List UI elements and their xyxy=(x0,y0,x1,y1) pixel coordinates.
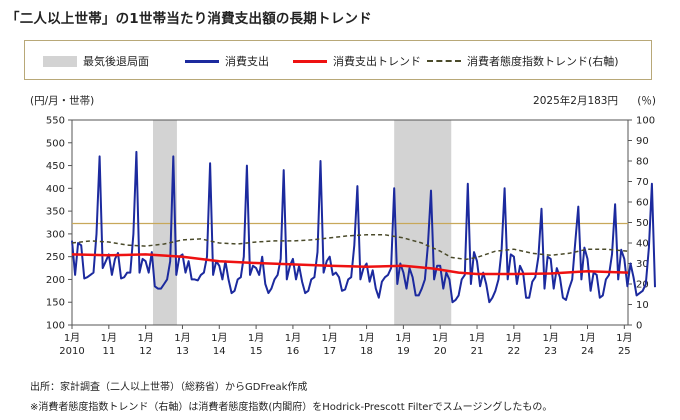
legend-swatch-trend xyxy=(293,59,327,63)
series-spending-line xyxy=(71,150,656,304)
y-right-tick-label: 20 xyxy=(636,280,649,291)
x-tick-label-month: 1月 xyxy=(358,332,374,344)
legend-swatch-spending xyxy=(185,59,219,63)
y-axis-left-unit: (円/月・世帯) xyxy=(30,95,95,107)
x-tick-label-month: 1月 xyxy=(137,332,153,344)
source-note: 出所：家計調査（二人以上世帯）（総務省）からGDFreak作成 xyxy=(30,382,308,393)
x-tick-label-month: 1月 xyxy=(542,332,558,344)
x-tick-label-year: 18 xyxy=(360,346,373,357)
footnote: ※消費者態度指数トレンド（右軸）は消費者態度指数(内閣府）をHodrick-Pr… xyxy=(30,402,553,413)
legend-item-trend: 消費支出トレンド xyxy=(293,53,421,69)
x-tick-label-month: 1月 xyxy=(616,332,632,344)
x-tick-label-month: 1月 xyxy=(101,332,117,344)
y-left-tick-label: 300 xyxy=(46,229,65,240)
x-tick-label-year: 17 xyxy=(323,346,336,357)
y-right-tick-label: 70 xyxy=(636,177,649,188)
y-right-tick-label: 60 xyxy=(636,198,649,209)
x-tick-label-year: 20 xyxy=(434,346,447,357)
x-tick-label-year: 23 xyxy=(544,346,557,357)
y-right-tick-label: 100 xyxy=(636,116,655,127)
y-right-tick-label: 90 xyxy=(636,136,649,147)
legend-label-spending: 消費支出 xyxy=(225,55,269,68)
x-tick-label-year: 19 xyxy=(397,346,410,357)
x-tick-label-month: 1月 xyxy=(322,332,338,344)
y-left-tick-label: 350 xyxy=(46,207,65,218)
x-tick-label-month: 1月 xyxy=(174,332,190,344)
y-right-tick-label: 0 xyxy=(636,321,642,332)
x-tick-label-month: 1月 xyxy=(506,332,522,344)
x-tick-label-month: 1月 xyxy=(579,332,595,344)
y-left-tick-label: 200 xyxy=(46,275,65,286)
x-tick-label-month: 1月 xyxy=(211,332,227,344)
recession-band xyxy=(153,120,177,325)
series-trend-line xyxy=(71,253,629,276)
y-right-tick-label: 40 xyxy=(636,239,649,250)
legend-swatch-confidence xyxy=(427,60,461,62)
y-left-tick-label: 150 xyxy=(46,298,65,309)
legend-item-recession: 最気後退局面 xyxy=(43,53,149,69)
x-tick-label-year: 25 xyxy=(618,346,631,357)
legend-label-recession: 最気後退局面 xyxy=(83,55,149,68)
y-right-tick-label: 10 xyxy=(636,300,649,311)
x-tick-label-year: 2010 xyxy=(59,346,84,357)
x-tick-label-year: 15 xyxy=(250,346,263,357)
x-tick-label-year: 24 xyxy=(581,346,594,357)
x-tick-label-year: 22 xyxy=(507,346,520,357)
legend-item-spending: 消費支出 xyxy=(185,53,269,69)
x-tick-label-year: 21 xyxy=(471,346,484,357)
x-tick-label-year: 12 xyxy=(139,346,152,357)
line-chart: 100 150 200 250 300 350 400 450 500 550 0 10 20 30 40 5… xyxy=(46,116,656,357)
y-left-tick-label: 250 xyxy=(46,252,65,263)
x-tick-label-month: 1月 xyxy=(285,332,301,344)
legend-label-confidence: 消費者態度指数トレンド(右軸) xyxy=(467,55,619,68)
x-tick-label-month: 1月 xyxy=(64,332,80,344)
y-left-tick-label: 550 xyxy=(46,116,65,127)
series-confidence-line xyxy=(71,234,629,261)
x-tick-label-year: 13 xyxy=(176,346,189,357)
chart-legend: 最気後退局面 消費支出 消費支出トレンド 消費者態度指数トレンド(右軸) xyxy=(24,40,652,80)
x-tick-label-year: 11 xyxy=(102,346,115,357)
y-right-tick-label: 80 xyxy=(636,157,649,168)
x-tick-label-year: 14 xyxy=(213,346,226,357)
y-right-tick-label: 50 xyxy=(636,218,649,229)
y-right-tick-label: 30 xyxy=(636,259,649,270)
x-tick-label-month: 1月 xyxy=(248,332,264,344)
x-tick-label-year: 16 xyxy=(287,346,300,357)
x-tick-label-month: 1月 xyxy=(432,332,448,344)
legend-item-confidence: 消費者態度指数トレンド(右軸) xyxy=(427,53,619,69)
legend-swatch-recession xyxy=(43,55,77,67)
latest-value-note: 2025年2月183円 xyxy=(533,95,618,107)
x-tick-label-month: 1月 xyxy=(469,332,485,344)
recession-band xyxy=(394,120,452,325)
chart-title: 「二人以上世帯」の1世帯当たり消費支出額の長期トレンド xyxy=(6,11,372,27)
x-tick-label-month: 1月 xyxy=(395,332,411,344)
y-left-tick-label: 400 xyxy=(46,184,65,195)
legend-label-trend: 消費支出トレンド xyxy=(333,55,421,68)
y-axis-right-unit: (％) xyxy=(637,95,656,107)
y-left-tick-label: 450 xyxy=(46,161,65,172)
y-left-tick-label: 500 xyxy=(46,138,65,149)
y-left-tick-label: 100 xyxy=(46,321,65,332)
